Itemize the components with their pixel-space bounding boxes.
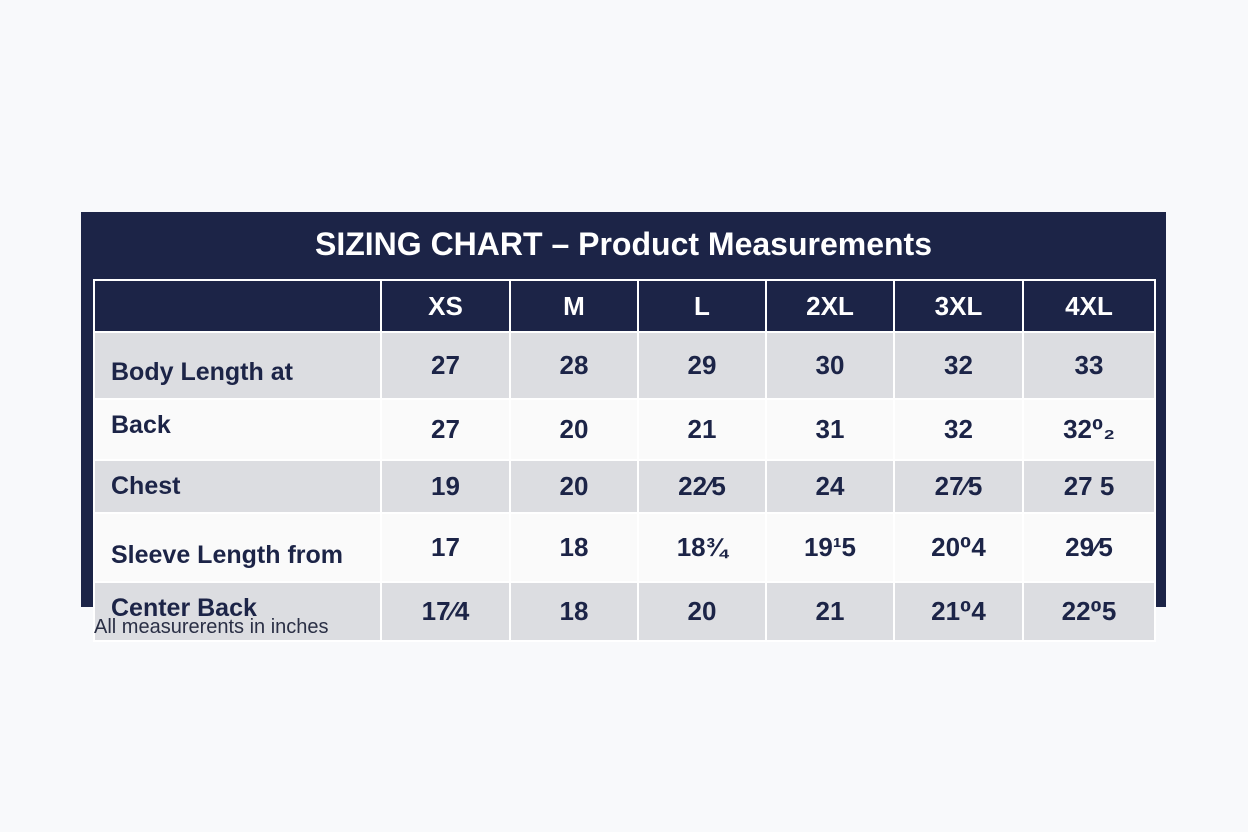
measurement: 19: [380, 459, 511, 514]
measurement: 17⁄4: [380, 581, 511, 642]
measurement: 27: [380, 398, 511, 461]
measurement: 18¾: [637, 512, 767, 583]
measurement: 32: [893, 331, 1024, 400]
footnote: All measurerents in inches: [94, 616, 329, 638]
measurement: 30: [765, 331, 895, 400]
size-header: 3XL: [893, 279, 1024, 333]
size-header: M: [509, 279, 639, 333]
table-row: Center Back 17⁄4 18 20 21 21⁰4 22⁰5: [93, 581, 1156, 642]
measurement: 24: [765, 459, 895, 514]
measurement: 22⁄5: [637, 459, 767, 514]
header-row: XS M L 2XL 3XL 4XL: [93, 279, 1156, 333]
corner-cell: [93, 279, 382, 333]
measurement: 18: [509, 581, 639, 642]
size-header: XS: [380, 279, 511, 333]
row-label: Center Back: [93, 581, 382, 642]
measurement: 27 5: [1022, 459, 1156, 514]
size-header: 2XL: [765, 279, 895, 333]
measurement: 27: [380, 331, 511, 400]
measurement: 20: [509, 459, 639, 514]
measurement: 27⁄5: [893, 459, 1024, 514]
table-row: Sleeve Length from 17 18 18¾ 19¹5 20⁰4 29⁄5: [93, 512, 1156, 583]
table-row: Back 27 20 21 31 32 32⁰₂: [93, 398, 1156, 461]
measurement: 21⁰4: [893, 581, 1024, 642]
measurement: 29: [637, 331, 767, 400]
measurement: 19¹5: [765, 512, 895, 583]
row-label: Back: [93, 398, 382, 461]
row-label: Chest: [93, 459, 382, 514]
size-table: XS M L 2XL 3XL 4XL Body Length at 27 28 29 30 32 33…: [93, 279, 1156, 642]
measurement: 22⁰5: [1022, 581, 1156, 642]
measurement: 32: [893, 398, 1024, 461]
measurement: 18: [509, 512, 639, 583]
measurement: 32⁰₂: [1022, 398, 1156, 461]
table-title: SIZING CHART – Product Measurements: [315, 226, 932, 262]
measurement: 29⁄5: [1022, 512, 1156, 583]
measurement: 20⁰4: [893, 512, 1024, 583]
table-row: Body Length at 27 28 29 30 32 33: [93, 331, 1156, 400]
table-row: Chest 19 20 22⁄5 24 27⁄5 27 5: [93, 459, 1156, 514]
measurement: 21: [765, 581, 895, 642]
measurement: 20: [637, 581, 767, 642]
measurement: 20: [509, 398, 639, 461]
row-label: Sleeve Length from: [93, 512, 382, 583]
measurement: 17: [380, 512, 511, 583]
measurement: 31: [765, 398, 895, 461]
measurement: 33: [1022, 331, 1156, 400]
row-label: Body Length at: [93, 331, 382, 400]
size-header: L: [637, 279, 767, 333]
size-header: 4XL: [1022, 279, 1156, 333]
measurement: 21: [637, 398, 767, 461]
measurement: 28: [509, 331, 639, 400]
sizing-panel: SIZING CHART – Product Measurements XS M L…: [81, 212, 1166, 642]
